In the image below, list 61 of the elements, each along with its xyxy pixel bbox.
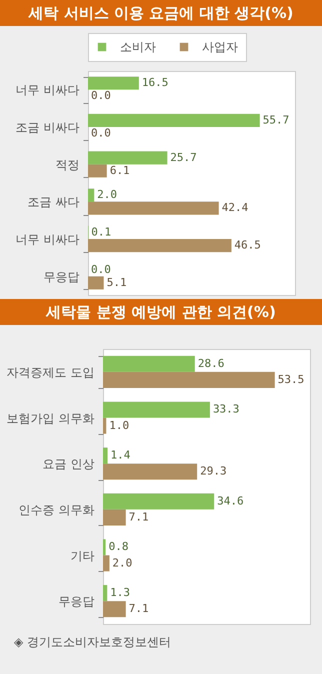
- bar: [88, 202, 219, 215]
- bar: [103, 509, 126, 526]
- text: ◈ 경기도소비자보호정보센터: [13, 634, 172, 651]
- data-label: 6.1: [110, 164, 130, 177]
- data-label: 28.6: [198, 356, 224, 370]
- bar: [88, 151, 168, 164]
- data-label: 0.0: [91, 126, 111, 140]
- data-label: 1.3: [110, 586, 130, 600]
- y-tick-label: 요금 인상: [42, 457, 94, 472]
- data-label: 34.6: [217, 494, 244, 508]
- legend-label: 소비자: [120, 40, 156, 54]
- y-tick-label: 무응답: [58, 594, 94, 609]
- data-label: 0.0: [91, 262, 111, 276]
- bar: [103, 448, 108, 464]
- bar: [103, 555, 110, 572]
- data-label: 5.1: [106, 276, 127, 289]
- bar: [103, 402, 210, 418]
- bar: [103, 356, 195, 372]
- data-label: 1.4: [110, 448, 131, 462]
- data-label: 0.0: [91, 89, 111, 102]
- data-label: 46.5: [234, 238, 261, 252]
- data-label: 16.5: [142, 76, 168, 90]
- bar: [103, 493, 214, 510]
- y-tick-label: 적정: [56, 158, 80, 172]
- data-label: 55.7: [262, 113, 290, 126]
- chart-title: 세탁 서비스 이용 요금에 대한 생각(%): [0, 0, 322, 26]
- data-label: 7.1: [128, 510, 149, 524]
- y-tick-label: 보험가입 의무화: [6, 411, 94, 426]
- y-tick-label: 무응답: [44, 270, 80, 284]
- data-label: 2.0: [112, 556, 132, 570]
- data-label: 53.5: [278, 372, 304, 386]
- y-tick-label: 조금 비싸다: [16, 120, 80, 134]
- y-tick-label: 너무 비싸다: [16, 83, 80, 98]
- bar: [103, 601, 126, 618]
- data-label: 1.0: [109, 418, 130, 432]
- data-label: 25.7: [170, 150, 197, 164]
- data-label: 0.8: [108, 540, 128, 554]
- bar: [88, 164, 107, 178]
- bar: [103, 464, 198, 480]
- bar: [88, 76, 139, 90]
- data-label: 33.3: [212, 402, 240, 416]
- data-label: 0.1: [91, 225, 112, 238]
- y-tick-label: 인수증 의무화: [18, 502, 94, 517]
- y-tick-label: 자격증제도 도입: [6, 365, 94, 380]
- data-label: 2.0: [97, 188, 118, 202]
- data-label: 42.4: [222, 201, 249, 214]
- bar: [103, 539, 106, 556]
- bar: [103, 418, 106, 434]
- bar: [103, 372, 275, 388]
- y-tick-label: 너무 비싸다: [16, 232, 80, 246]
- data-label: 7.1: [128, 602, 149, 616]
- y-tick-label: 조금 싸다: [28, 195, 80, 210]
- data-label: 29.3: [200, 464, 227, 478]
- y-tick-label: 기타: [70, 548, 94, 563]
- legend-label: 사업자: [202, 40, 238, 54]
- bar: [88, 239, 232, 252]
- chart-title: 세탁물 분쟁 예방에 관한 의견(%): [0, 299, 322, 325]
- bar: [88, 276, 104, 290]
- bar: [88, 188, 94, 202]
- bar: [88, 114, 260, 127]
- bar: [103, 585, 108, 602]
